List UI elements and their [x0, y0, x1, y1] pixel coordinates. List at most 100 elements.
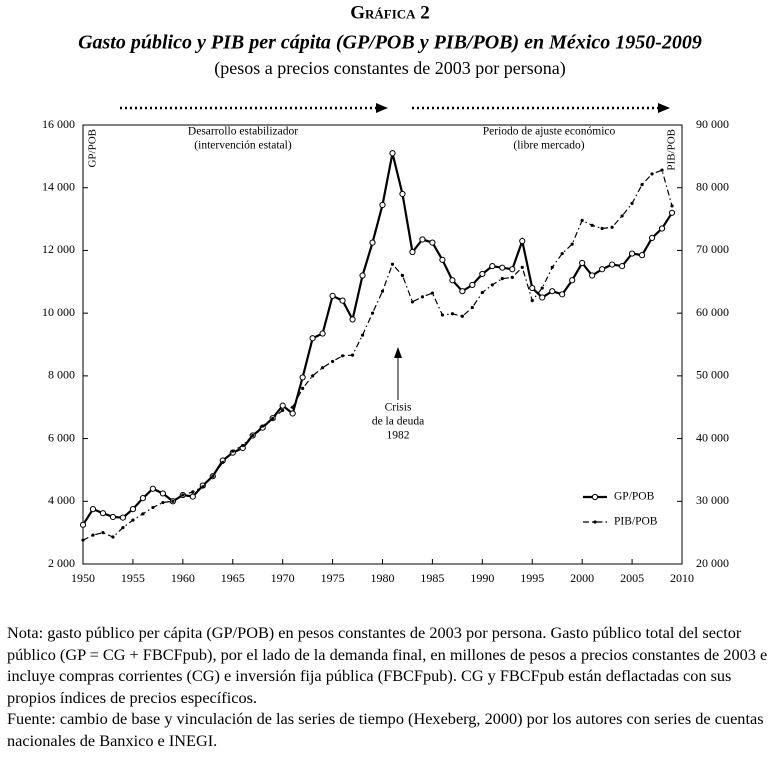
- point: [151, 505, 155, 510]
- point: [380, 289, 385, 293]
- point: [619, 263, 626, 270]
- point: [569, 277, 576, 284]
- point: [409, 248, 416, 256]
- point: [600, 226, 604, 231]
- point: [330, 359, 335, 364]
- point: [410, 300, 415, 304]
- x-tick-label: 1965: [221, 571, 245, 585]
- point: [479, 270, 486, 278]
- arrow-head: [658, 103, 670, 113]
- y2-tick-label: 60 000: [696, 305, 729, 319]
- point: [439, 256, 446, 263]
- point: [620, 214, 624, 218]
- point: [159, 490, 166, 497]
- series-line: [82, 152, 673, 526]
- x-tick-label: 1990: [470, 571, 494, 585]
- point: [279, 402, 286, 409]
- point: [291, 405, 295, 409]
- point: [519, 237, 526, 245]
- point: [360, 333, 365, 337]
- point: [131, 518, 135, 522]
- point: [349, 316, 356, 323]
- y2-tick-label: 90 000: [696, 117, 729, 131]
- point: [540, 286, 544, 290]
- point: [628, 250, 636, 257]
- point: [81, 538, 85, 542]
- point: [99, 510, 107, 517]
- series-line: [82, 169, 673, 541]
- point: [450, 312, 454, 316]
- annotation: Desarrollo estabilizador: [188, 126, 298, 138]
- point: [231, 449, 235, 453]
- point: [560, 251, 564, 256]
- point: [490, 283, 494, 287]
- point: [121, 526, 125, 530]
- point: [668, 209, 676, 216]
- x-tick-label: 2000: [570, 571, 594, 585]
- y-tick-label: 4 000: [48, 493, 75, 507]
- arrow-head: [394, 347, 402, 358]
- y2-tick-label: 70 000: [696, 242, 729, 256]
- point: [470, 305, 474, 310]
- x-tick-label: 2010: [670, 571, 694, 585]
- point: [640, 182, 644, 187]
- point: [350, 353, 355, 357]
- point: [550, 265, 554, 269]
- y-tick-label: 2 000: [48, 556, 75, 570]
- point: [390, 262, 395, 266]
- legend-label: GP/POB: [614, 491, 655, 503]
- point: [658, 225, 666, 232]
- point: [201, 485, 205, 489]
- chart: Gráfica 2 Gasto público y PIB per cápita…: [42, 2, 729, 585]
- point: [221, 460, 225, 465]
- point: [171, 499, 175, 503]
- point: [289, 410, 296, 417]
- point: [400, 273, 405, 278]
- annotation: Crisis: [385, 402, 412, 414]
- point: [499, 264, 506, 271]
- legend-label: PIB/POB: [614, 516, 658, 528]
- point: [529, 284, 536, 292]
- point: [141, 512, 145, 516]
- point: [610, 225, 614, 229]
- point: [480, 290, 484, 295]
- point: [650, 172, 654, 176]
- x-tick-label: 1975: [321, 571, 345, 585]
- x-tick-label: 1950: [71, 571, 95, 585]
- point: [570, 242, 574, 246]
- point: [340, 354, 345, 358]
- point: [379, 201, 386, 209]
- point: [89, 506, 97, 513]
- point: [281, 408, 285, 412]
- point: [579, 259, 586, 267]
- point: [241, 443, 245, 448]
- point: [261, 424, 265, 428]
- point: [580, 218, 584, 222]
- point: [251, 433, 255, 438]
- point: [129, 506, 137, 513]
- legend-marker: [591, 493, 599, 501]
- point: [299, 374, 306, 381]
- y-tick-label: 12 000: [42, 242, 75, 256]
- point: [430, 291, 435, 295]
- point: [369, 239, 376, 246]
- y-tick-label: 14 000: [42, 179, 75, 193]
- point: [609, 261, 616, 268]
- x-tick-label: 2005: [620, 571, 644, 585]
- point: [599, 266, 606, 273]
- y2-tick-label: 20 000: [696, 556, 729, 570]
- point: [301, 386, 305, 390]
- point: [149, 485, 156, 492]
- x-tick-label: 1995: [520, 571, 544, 585]
- point: [510, 275, 514, 279]
- annotation: (intervención estatal): [194, 140, 292, 152]
- point: [460, 314, 464, 318]
- y2-tick-label: 80 000: [696, 179, 729, 193]
- y2-tick-label: 30 000: [696, 493, 729, 507]
- point: [161, 500, 165, 505]
- point: [559, 291, 566, 298]
- point: [359, 272, 366, 279]
- point: [530, 299, 534, 303]
- point: [509, 266, 516, 273]
- x-tick-label: 1955: [121, 571, 145, 585]
